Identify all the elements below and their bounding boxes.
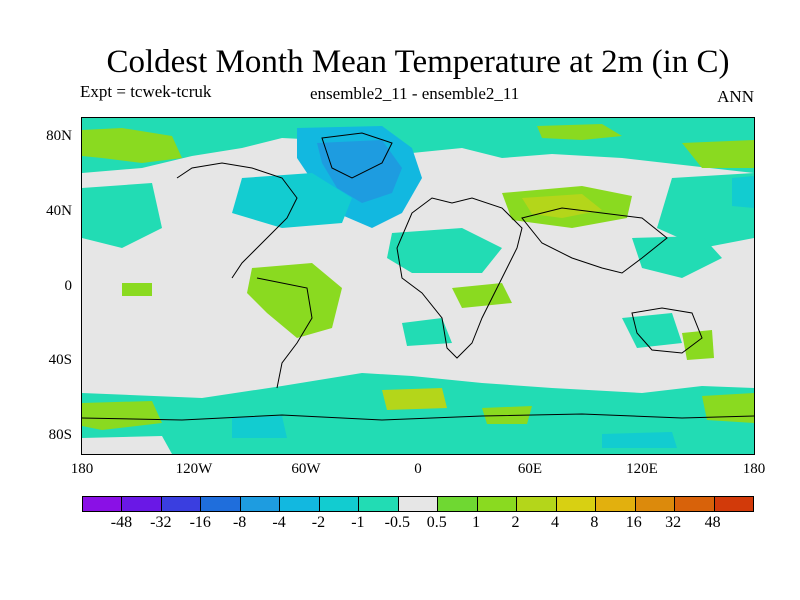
colorbar-label: 4: [550, 514, 559, 531]
colorbar-swatch: [517, 497, 557, 511]
colorbar-swatch: [319, 497, 360, 511]
colorbar-swatch: [438, 497, 478, 511]
colorbar-swatch: [359, 497, 399, 511]
lon-label-120e: 120E: [626, 461, 658, 477]
lon-label-180w: 180: [70, 461, 94, 477]
colorbar-swatch: [477, 497, 518, 511]
lon-label-180e: 180: [742, 461, 766, 477]
colorbar-label: -1: [351, 514, 365, 531]
colorbar-label: 16: [625, 514, 642, 531]
map-plot-area: [81, 117, 755, 455]
colorbar-swatch: [240, 497, 281, 511]
colorbar-label: 2: [511, 514, 520, 531]
map-title: Coldest Month Mean Temperature at 2m (in…: [106, 44, 730, 80]
lat-label-40s: 40S: [48, 352, 72, 368]
colorbar-swatch: [201, 497, 241, 511]
colorbar-swatch: [556, 497, 597, 511]
season-label: ANN: [717, 87, 754, 106]
colorbar-swatch: [675, 497, 715, 511]
temperature-anomaly-field: [82, 118, 754, 454]
colorbar-label: -4: [272, 514, 286, 531]
colorbar-label: -48: [110, 514, 133, 531]
colorbar-swatch: [280, 497, 320, 511]
lon-label-60e: 60E: [517, 461, 543, 477]
lon-label-120w: 120W: [175, 461, 213, 477]
colorbar-label: -32: [150, 514, 172, 531]
lon-label-0: 0: [414, 461, 422, 477]
colorbar-swatch: [161, 497, 202, 511]
colorbar-label: -0.5: [384, 514, 410, 531]
colorbar-label: -8: [232, 514, 247, 531]
colorbar-label: 32: [665, 514, 682, 531]
colorbar-swatch: [714, 497, 753, 511]
lat-label-80n: 80N: [46, 128, 72, 144]
colorbar-label: -16: [189, 514, 211, 531]
colorbar-label: 1: [472, 514, 481, 531]
colorbar: [82, 496, 754, 512]
colorbar-label: 0.5: [426, 514, 447, 531]
ensemble-label: ensemble2_11 - ensemble2_11: [310, 84, 520, 103]
colorbar-swatch: [398, 497, 439, 511]
experiment-label: Expt = tcwek-tcruk: [80, 82, 212, 101]
lon-label-60w: 60W: [291, 461, 321, 477]
colorbar-label: 48: [704, 514, 721, 531]
colorbar-swatch: [596, 497, 636, 511]
colorbar-swatch: [122, 497, 162, 511]
lat-label-80s: 80S: [48, 427, 72, 443]
lat-label-0: 0: [64, 278, 73, 294]
colorbar-label: -2: [311, 514, 326, 531]
colorbar-label: 8: [590, 514, 599, 531]
colorbar-swatch: [83, 497, 123, 511]
lat-label-40n: 40N: [46, 203, 72, 219]
colorbar-swatch: [635, 497, 676, 511]
